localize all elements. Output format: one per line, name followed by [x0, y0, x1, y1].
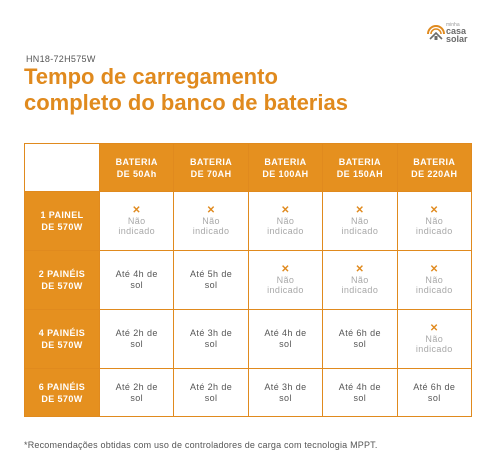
not-indicated-cell: ✕ Não indicado [396, 250, 473, 311]
column-header: BATERIA DE 150AH [322, 143, 398, 192]
cross-icon: ✕ [429, 264, 439, 276]
charge-time-cell: Até 5h de sol [173, 250, 249, 311]
cross-icon: ✕ [281, 264, 290, 276]
row-header: 6 PAINÉIS DE 570W [24, 368, 100, 417]
not-indicated-cell: ✕ Não indicado [396, 190, 473, 252]
cross-icon: ✕ [429, 323, 439, 335]
row-header: 2 PAINÉIS DE 570W [24, 250, 100, 311]
charge-time-cell: Até 3h de sol [247, 368, 324, 417]
cross-icon: ✕ [429, 205, 439, 217]
title-line-2: completo do banco de baterias [24, 90, 348, 115]
brand-prefix: minha [446, 22, 460, 28]
cross-icon: ✕ [355, 205, 365, 217]
charge-time-cell: Até 3h de sol [173, 309, 249, 370]
table-header-row: BATERIA DE 50Ah BATERIA DE 70AH BATERIA DE … [24, 143, 473, 192]
column-header: BATERIA DE 70AH [173, 143, 249, 192]
table-row: 2 PAINÉIS DE 570W Até 4h de sol Até 5h de sol… [24, 250, 473, 311]
cross-icon: ✕ [132, 205, 142, 217]
not-indicated-cell: ✕ Não indicado [322, 190, 398, 252]
column-header: BATERIA DE 100AH [247, 143, 324, 192]
charging-time-table: BATERIA DE 50Ah BATERIA DE 70AH BATERIA DE … [24, 143, 473, 417]
not-indicated-cell: ✕ Não indicado [247, 190, 324, 252]
not-indicated-cell: ✕ Não indicado [247, 250, 324, 311]
table-body: 1 PAINEL DE 570W ✕ Não indicado ✕ Não indicado ✕… [24, 190, 473, 417]
charge-time-cell: Até 2h de sol [173, 368, 249, 417]
table-row: 4 PAINÉIS DE 570W Até 2h de sol Até 3h de sol… [24, 309, 473, 370]
charge-time-cell: Até 2h de sol [98, 309, 175, 370]
not-indicated-cell: ✕ Não indicado [173, 190, 249, 252]
charge-time-cell: Até 2h de sol [98, 368, 175, 417]
table-corner [24, 143, 100, 192]
brand-name: casa solar [446, 26, 468, 44]
title-line-1: Tempo de carregamento [24, 64, 278, 89]
charge-time-cell: Até 6h de sol [322, 309, 398, 370]
column-header: BATERIA DE 50Ah [98, 143, 175, 192]
charge-time-cell: Até 4h de sol [322, 368, 398, 417]
not-indicated-cell: ✕ Não indicado [322, 250, 398, 311]
not-indicated-cell: ✕ Não indicado [396, 309, 473, 370]
model-code: HN18-72H575W [26, 54, 96, 64]
cross-icon: ✕ [355, 264, 365, 276]
charge-time-cell: Até 4h de sol [247, 309, 324, 370]
cross-icon: ✕ [281, 205, 290, 217]
table-row: 1 PAINEL DE 570W ✕ Não indicado ✕ Não indicado ✕… [24, 190, 473, 252]
row-header: 4 PAINÉIS DE 570W [24, 309, 100, 370]
column-header: BATERIA DE 220AH [396, 143, 473, 192]
row-header: 1 PAINEL DE 570W [24, 190, 100, 252]
page-title: Tempo de carregamento completo do banco … [24, 64, 484, 116]
table-row: 6 PAINÉIS DE 570W Até 2h de sol Até 2h de sol… [24, 368, 473, 417]
sun-house-icon [427, 25, 445, 40]
charge-time-cell: Até 4h de sol [98, 250, 175, 311]
cross-icon: ✕ [206, 205, 216, 217]
footnote: *Recomendações obtidas com uso de contro… [24, 440, 378, 450]
brand-logo: minha casa solar [426, 22, 482, 46]
charge-time-cell: Até 6h de sol [396, 368, 473, 417]
not-indicated-cell: ✕ Não indicado [98, 190, 175, 252]
